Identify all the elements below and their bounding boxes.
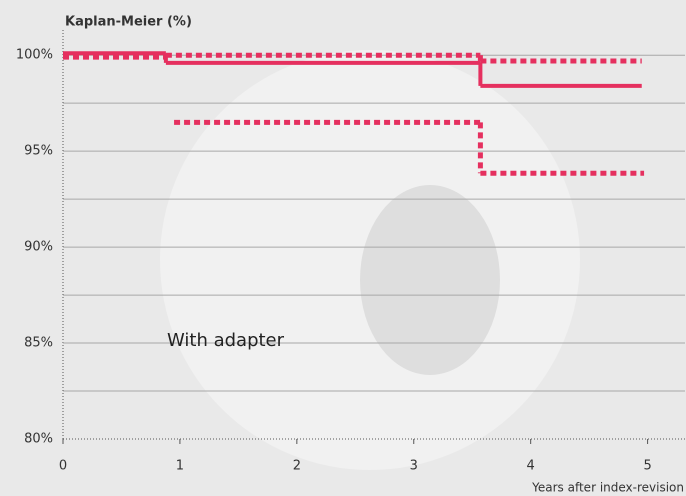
y-tick-label: 85% (24, 336, 53, 351)
x-axis-label: Years after index-revision (531, 481, 684, 495)
x-tick-label: 3 (410, 459, 418, 474)
y-tick-label: 95% (24, 144, 53, 159)
chart-title: Kaplan-Meier (%) (65, 15, 192, 30)
annotation: With adapter (167, 330, 285, 351)
x-tick-label: 0 (59, 459, 67, 474)
y-tick-label: 100% (16, 48, 53, 63)
x-tick-label: 5 (643, 459, 651, 474)
y-tick-label: 80% (24, 432, 53, 447)
background-photo (360, 185, 500, 375)
x-tick-label: 4 (527, 459, 535, 474)
x-tick-label: 1 (176, 459, 184, 474)
y-tick-label: 90% (24, 240, 53, 255)
x-tick-label: 2 (293, 459, 301, 474)
